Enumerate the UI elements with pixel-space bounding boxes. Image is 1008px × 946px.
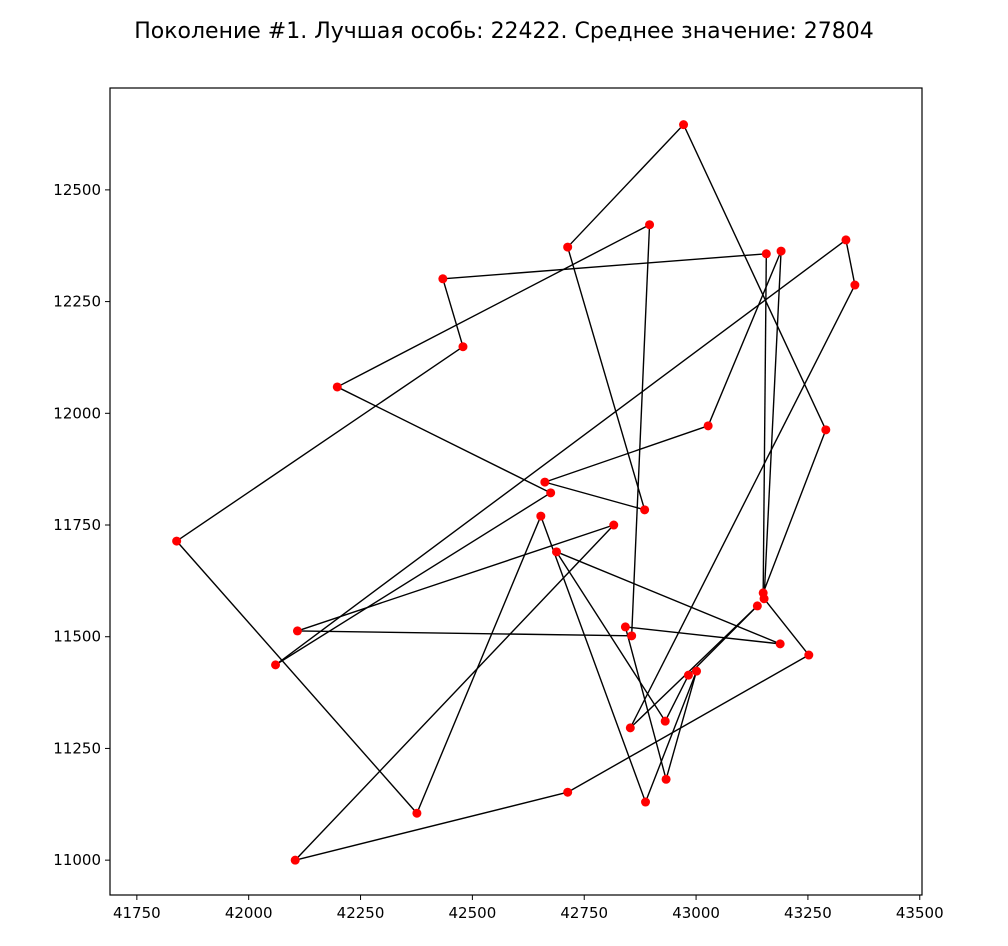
city-point <box>540 477 550 487</box>
x-tick-label: 43250 <box>784 904 832 922</box>
city-point <box>332 382 342 392</box>
route-segment <box>763 251 782 599</box>
city-point <box>641 797 651 807</box>
city-point <box>563 787 573 797</box>
plot-area <box>172 120 860 865</box>
y-tick-label: 12250 <box>53 293 101 311</box>
x-tick-label: 42000 <box>225 904 273 922</box>
city-point <box>775 639 785 649</box>
city-point <box>640 505 650 515</box>
city-point <box>821 425 831 435</box>
route-segment <box>275 492 552 666</box>
city-point <box>761 249 771 259</box>
y-tick-label: 11750 <box>53 516 101 534</box>
x-tick-label: 42500 <box>449 904 497 922</box>
route-segment <box>442 278 464 347</box>
y-tick-label: 12500 <box>53 181 101 199</box>
city-point <box>752 601 762 611</box>
city-point <box>292 626 302 636</box>
route-segment <box>762 253 768 593</box>
route-segment <box>176 540 418 814</box>
x-axis: 41750 42000 42250 42500 42750 43000 43250 43500 <box>113 895 944 922</box>
city-point <box>850 280 860 290</box>
city-point <box>804 650 814 660</box>
route-segment <box>567 246 646 511</box>
city-point <box>625 723 635 733</box>
city-point <box>290 855 300 865</box>
route-segment <box>544 481 645 511</box>
city-point <box>620 622 630 632</box>
route-segment <box>845 239 856 286</box>
route-segment <box>336 224 650 388</box>
x-tick-label: 43500 <box>896 904 944 922</box>
x-tick-label: 41750 <box>113 904 161 922</box>
route-segment <box>707 250 782 427</box>
route-segment <box>540 515 647 803</box>
route-segment <box>555 551 666 722</box>
route-segment <box>664 674 690 722</box>
route-segment <box>682 124 827 431</box>
route-segment <box>336 386 551 494</box>
route-segment <box>687 605 758 676</box>
city-point <box>546 488 556 498</box>
route-segment <box>297 630 632 637</box>
city-point <box>412 808 422 818</box>
route-segment <box>416 515 542 814</box>
city-point <box>703 421 713 431</box>
route-segment <box>442 253 767 280</box>
city-point <box>172 536 182 546</box>
y-tick-label: 11250 <box>53 739 101 757</box>
city-point <box>679 120 689 130</box>
route-segment <box>297 524 614 632</box>
route-segment <box>644 670 698 803</box>
city-point <box>692 666 702 676</box>
route-segment <box>630 224 651 636</box>
route-segment <box>295 791 568 861</box>
axes-frame <box>109 87 923 896</box>
city-point <box>458 342 468 352</box>
route-segment <box>294 524 615 861</box>
city-point <box>627 631 637 641</box>
route-segment <box>544 425 709 483</box>
y-tick-label: 11500 <box>53 628 101 646</box>
route-segment <box>762 429 827 594</box>
city-point <box>776 246 786 256</box>
chart-title: Поколение #1. Лучшая особь: 22422. Средн… <box>134 19 874 44</box>
route-segment <box>176 346 464 542</box>
route-segment <box>625 626 781 645</box>
route-segment <box>275 239 847 666</box>
city-point <box>683 670 693 680</box>
y-axis: 11000 11250 11500 11750 12000 12250 12500 <box>53 181 110 869</box>
city-point <box>609 520 619 530</box>
y-tick-label: 11000 <box>53 851 101 869</box>
city-point <box>438 274 448 284</box>
city-point <box>661 774 671 784</box>
city-point <box>551 547 561 557</box>
y-tick-label: 12000 <box>53 404 101 422</box>
route-segment <box>763 598 810 656</box>
x-tick-label: 42250 <box>337 904 385 922</box>
route-segment <box>567 124 685 248</box>
city-point <box>660 716 670 726</box>
route-segment <box>665 670 698 780</box>
route-segment <box>567 654 810 793</box>
x-tick-label: 43000 <box>672 904 720 922</box>
route-segment <box>629 284 856 729</box>
city-point <box>536 511 546 521</box>
city-point <box>645 220 655 230</box>
x-tick-label: 42750 <box>560 904 608 922</box>
city-point <box>271 660 281 670</box>
route-segment <box>556 551 781 645</box>
city-point <box>841 235 851 245</box>
city-point <box>563 242 573 252</box>
city-point <box>758 588 768 598</box>
route-segment <box>624 626 667 780</box>
